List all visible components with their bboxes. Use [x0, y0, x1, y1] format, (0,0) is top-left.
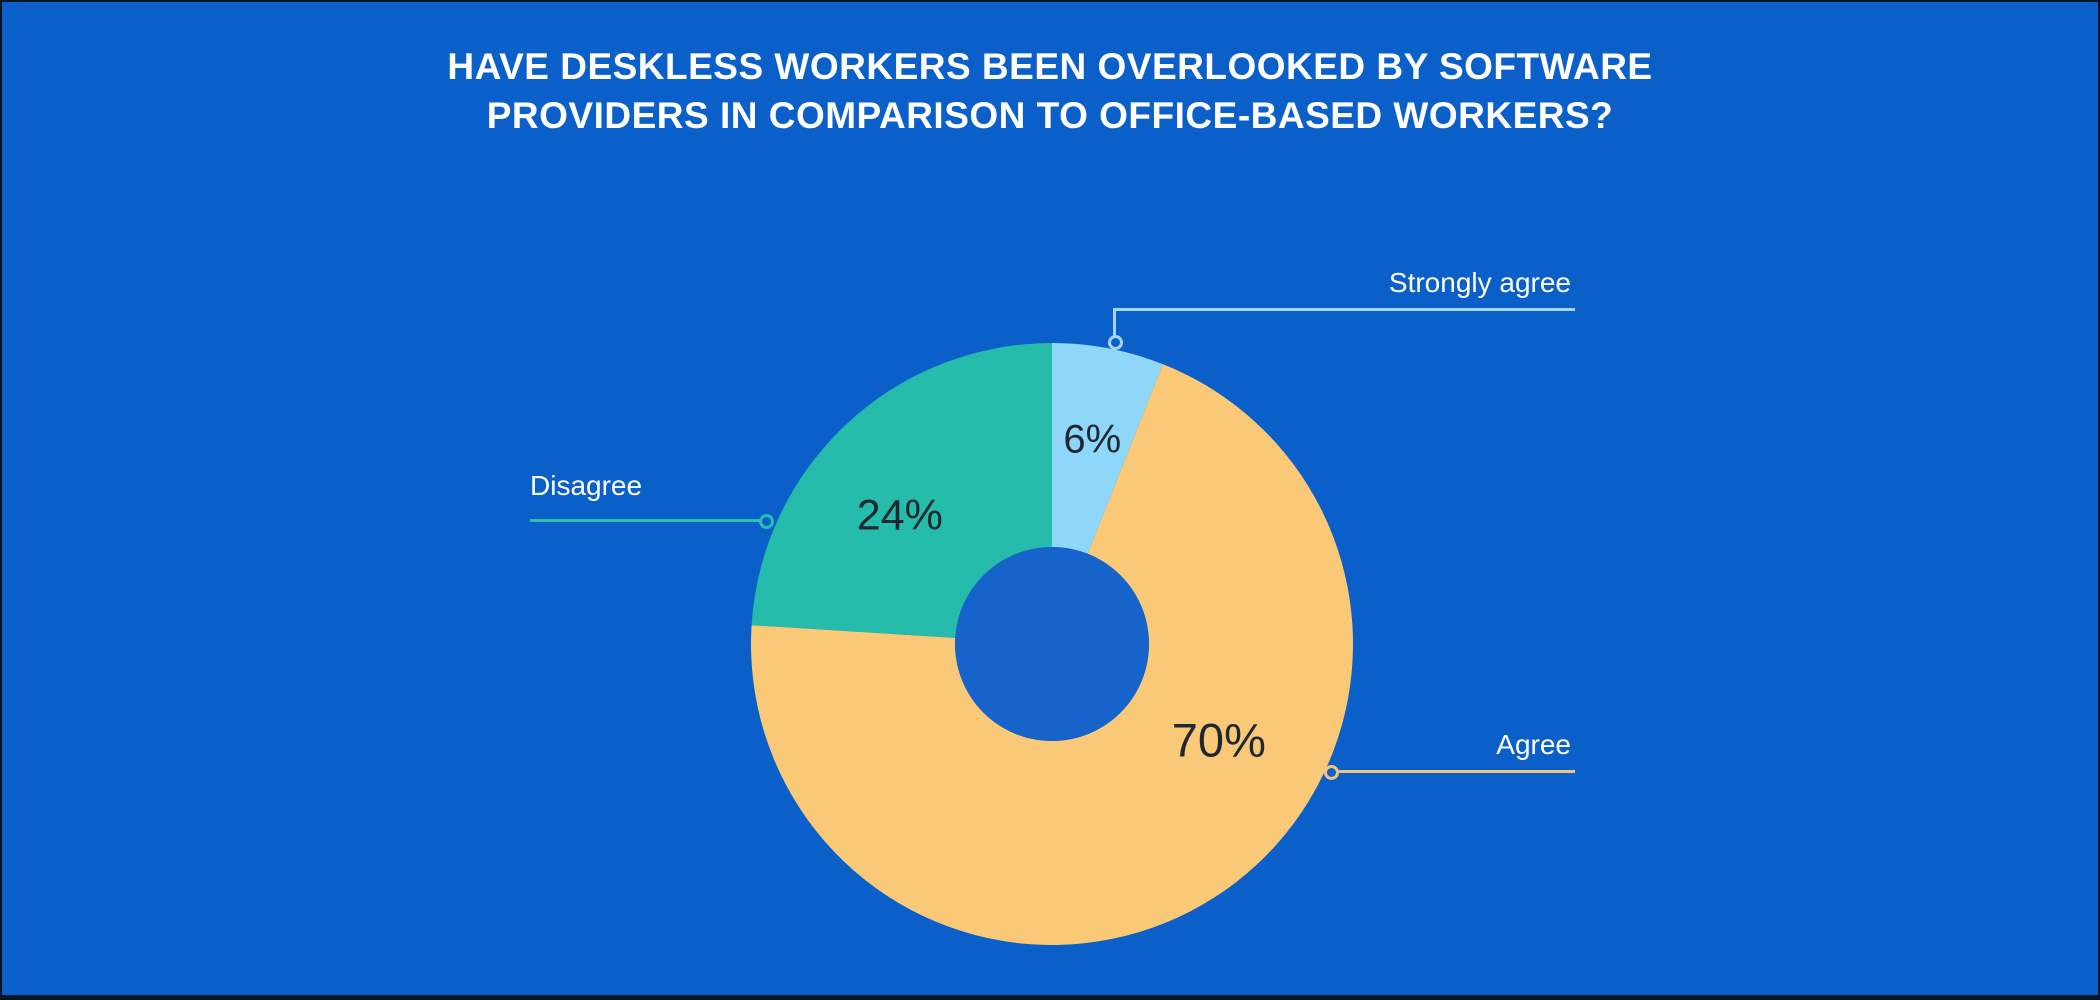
- disagree-leader-line-horizontal: [530, 519, 761, 522]
- slice-disagree: [751, 343, 1052, 638]
- strongly-agree-leader-line-horizontal: [1113, 308, 1575, 311]
- percent-label-strongly-agree: 6%: [1063, 417, 1122, 462]
- callout-label-strongly-agree: Strongly agree: [1388, 267, 1571, 298]
- slice-agree: [750, 364, 1353, 945]
- callout-label-disagree: Disagree: [530, 470, 643, 501]
- agree-leader-line-horizontal: [1339, 770, 1575, 773]
- agree-marker-ring: [1324, 765, 1339, 780]
- percent-label-agree: 70%: [1171, 713, 1266, 767]
- strongly-agree-leader-line-vertical: [1113, 308, 1116, 337]
- chart-title-line-2: PROVIDERS IN COMPARISON TO OFFICE-BASED …: [486, 95, 1614, 136]
- callout-label-agree: Agree: [1496, 729, 1571, 760]
- chart-title: HAVE DESKLESS WORKERS BEEN OVERLOOKED BY…: [2, 42, 2098, 140]
- percent-label-disagree: 24%: [856, 491, 943, 540]
- slice-strongly-agree: [1052, 343, 1163, 554]
- disagree-marker-ring: [759, 514, 774, 529]
- chart-title-line-1: HAVE DESKLESS WORKERS BEEN OVERLOOKED BY…: [447, 46, 1653, 87]
- donut-hole: [955, 547, 1149, 741]
- strongly-agree-marker-ring: [1108, 335, 1123, 350]
